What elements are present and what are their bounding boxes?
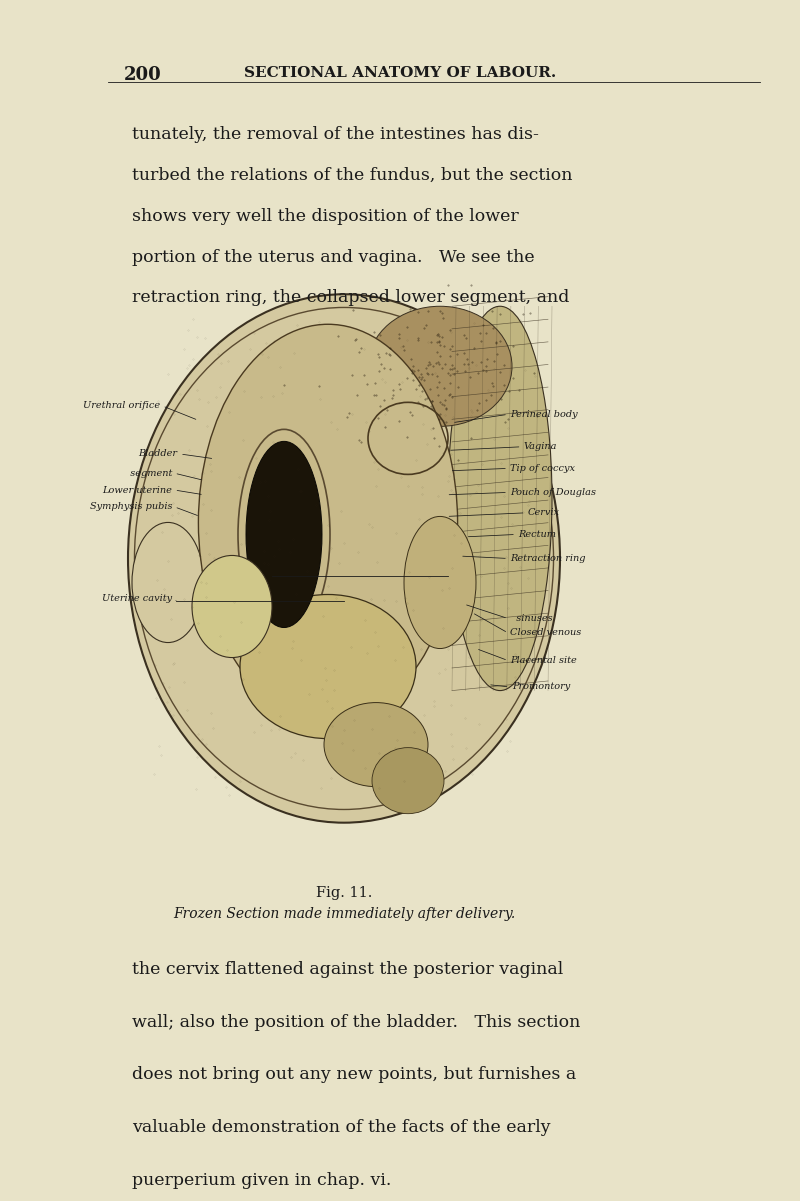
Text: Pouch of Douglas: Pouch of Douglas — [510, 488, 597, 497]
Text: SECTIONAL ANATOMY OF LABOUR.: SECTIONAL ANATOMY OF LABOUR. — [244, 66, 556, 80]
Ellipse shape — [404, 516, 476, 649]
Text: valuable demonstration of the facts of the early: valuable demonstration of the facts of t… — [132, 1119, 550, 1136]
Text: portion of the uterus and vagina.   We see the: portion of the uterus and vagina. We see… — [132, 249, 534, 265]
Text: shows very well the disposition of the lower: shows very well the disposition of the l… — [132, 208, 518, 225]
Text: Bladder: Bladder — [138, 449, 178, 459]
Ellipse shape — [198, 324, 458, 721]
Ellipse shape — [132, 522, 204, 643]
Text: Lower uterine: Lower uterine — [102, 485, 172, 495]
Ellipse shape — [240, 594, 416, 739]
Text: sinuses: sinuses — [510, 614, 553, 623]
Text: Promontory: Promontory — [512, 682, 570, 692]
Text: puerperium given in chap. vi.: puerperium given in chap. vi. — [132, 1172, 391, 1189]
Text: Frozen Section made immediately after delivery.: Frozen Section made immediately after de… — [173, 907, 515, 921]
Text: Perineal body: Perineal body — [510, 410, 578, 419]
Text: wall; also the position of the bladder.   This section: wall; also the position of the bladder. … — [132, 1014, 580, 1030]
Text: 200: 200 — [124, 66, 162, 84]
Text: Closed venous: Closed venous — [510, 628, 582, 638]
Text: Retraction ring: Retraction ring — [510, 554, 586, 563]
Ellipse shape — [246, 441, 322, 627]
Text: Vagina: Vagina — [524, 442, 558, 452]
Ellipse shape — [128, 294, 560, 823]
Ellipse shape — [372, 747, 444, 814]
Text: Placental site: Placental site — [510, 656, 577, 665]
Text: Urethral orifice: Urethral orifice — [83, 401, 160, 411]
Ellipse shape — [368, 306, 512, 426]
Text: Rectum: Rectum — [518, 530, 557, 539]
Text: Symphysis pubis: Symphysis pubis — [90, 502, 172, 512]
Text: turbed the relations of the fundus, but the section: turbed the relations of the fundus, but … — [132, 167, 573, 184]
Text: Uterine cavity: Uterine cavity — [102, 593, 172, 603]
Text: Cervix: Cervix — [528, 508, 560, 518]
Text: segment: segment — [124, 468, 172, 478]
Ellipse shape — [324, 703, 428, 787]
Text: retraction ring, the collapsed lower segment, and: retraction ring, the collapsed lower seg… — [132, 289, 570, 306]
Ellipse shape — [192, 555, 272, 658]
Ellipse shape — [448, 306, 552, 691]
Text: tunately, the removal of the intestines has dis-: tunately, the removal of the intestines … — [132, 126, 539, 143]
Text: the cervix flattened against the posterior vaginal: the cervix flattened against the posteri… — [132, 961, 563, 978]
Text: Tip of coccyx: Tip of coccyx — [510, 464, 575, 473]
Text: does not bring out any new points, but furnishes a: does not bring out any new points, but f… — [132, 1066, 576, 1083]
Text: Fig. 11.: Fig. 11. — [316, 886, 372, 901]
